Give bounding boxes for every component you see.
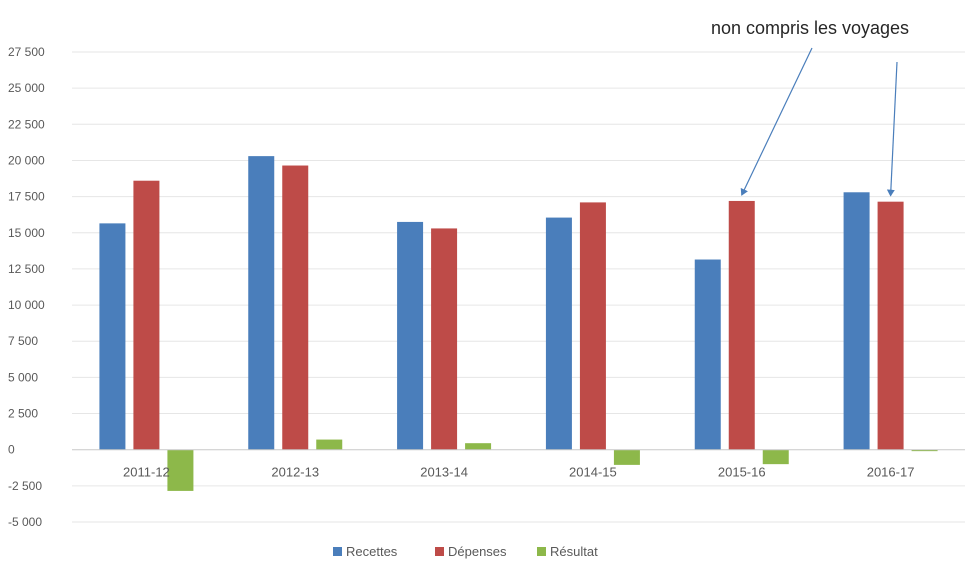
annotation-arrow [740,47,813,196]
legend-swatch [537,547,546,556]
legend: Recettes Dépenses Résultat [333,544,598,559]
legend-label: Dépenses [448,544,507,559]
legend-swatch [333,547,342,556]
bar-d-penses-2015-16 [728,200,755,450]
bar-recettes-2012-13 [248,156,275,450]
bar-r-sultat-2012-13 [316,439,343,450]
bar-r-sultat-2014-15 [613,449,640,465]
y-tick-label: 12 500 [8,262,45,276]
y-tick-label: 2 500 [8,407,38,421]
y-tick-label: -2 500 [8,479,42,493]
annotation: non compris les voyages [711,18,909,197]
x-tick-label: 2011-12 [123,465,170,480]
annotation-text: non compris les voyages [711,18,909,38]
bar-d-penses-2012-13 [282,165,309,450]
y-tick-label: 10 000 [8,298,45,312]
bar-d-penses-2014-15 [579,202,606,450]
bar-recettes-2016-17 [843,192,870,450]
y-tick-label: 22 500 [8,117,45,131]
bar-r-sultat-2015-16 [762,449,789,465]
x-axis: 2011-12 2012-13 2013-14 2014-15 2015-16 2016-… [123,465,914,480]
bar-r-sultat-2016-17 [911,449,938,452]
x-tick-label: 2014-15 [569,465,617,480]
x-tick-label: 2016-17 [867,465,915,480]
x-tick-label: 2012-13 [271,465,319,480]
y-tick-label: 20 000 [8,153,45,167]
y-tick-label: -5 000 [8,515,42,529]
y-tick-label: 0 [8,443,15,457]
bar-recettes-2015-16 [694,259,721,450]
y-tick-label: 5 000 [8,370,38,384]
y-axis: 27 500 25 000 22 500 20 000 17 500 15 000 12 5… [8,45,45,529]
bar-d-penses-2011-12 [133,180,160,450]
x-tick-label: 2015-16 [718,465,766,480]
y-tick-label: 27 500 [8,45,45,59]
bar-r-sultat-2013-14 [465,443,492,450]
legend-label: Résultat [550,544,598,559]
y-tick-label: 15 000 [8,226,45,240]
x-tick-label: 2013-14 [420,465,468,480]
y-tick-label: 25 000 [8,81,45,95]
y-tick-label: 7 500 [8,334,38,348]
legend-label: Recettes [346,544,398,559]
bars [99,156,938,491]
annotation-arrow [886,61,898,197]
bar-recettes-2014-15 [545,217,572,450]
gridlines [72,51,965,523]
bar-d-penses-2016-17 [877,201,904,450]
y-tick-label: 17 500 [8,190,45,204]
legend-swatch [435,547,444,556]
bar-recettes-2013-14 [397,221,424,450]
bar-recettes-2011-12 [99,223,126,450]
bar-r-sultat-2011-12 [167,449,194,491]
bar-d-penses-2013-14 [431,228,458,450]
